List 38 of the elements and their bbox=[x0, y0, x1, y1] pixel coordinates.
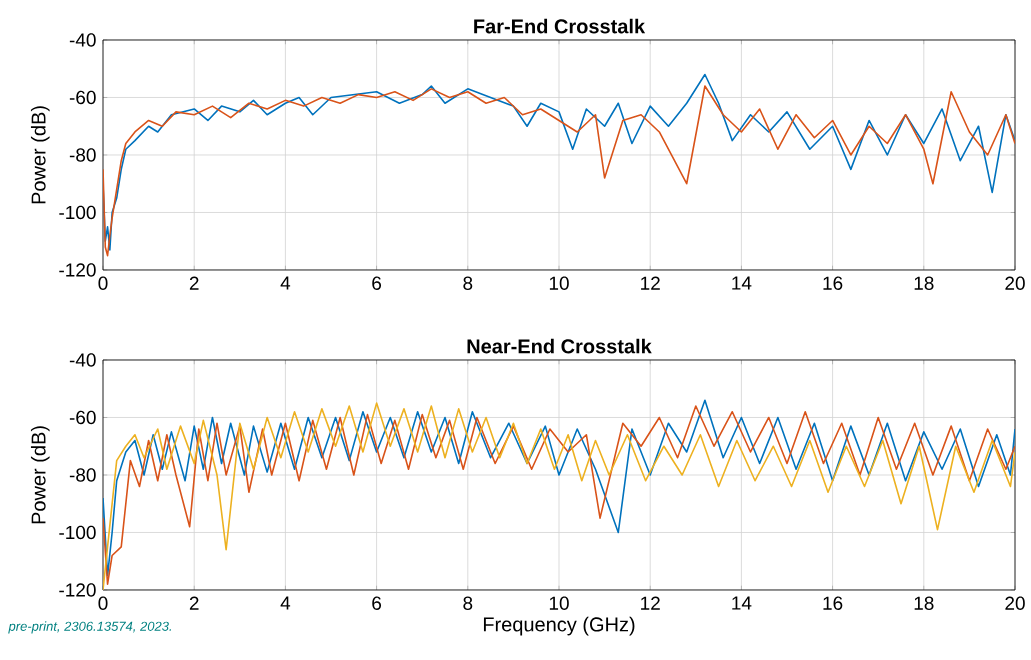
x-tick-label: 12 bbox=[641, 596, 660, 610]
chart-title: Far-End Crosstalk bbox=[474, 18, 646, 34]
y-tick-label: -80 bbox=[69, 148, 96, 162]
y-tick-label: -120 bbox=[59, 583, 96, 597]
x-tick-label: 18 bbox=[914, 276, 934, 290]
x-tick-label: 6 bbox=[372, 276, 382, 290]
x-tick-label: 0 bbox=[98, 276, 108, 290]
x-tick-label: 14 bbox=[732, 596, 752, 610]
x-tick-label: 2 bbox=[189, 596, 199, 610]
x-tick-label: 20 bbox=[1005, 596, 1025, 610]
x-tick-label: 0 bbox=[98, 596, 108, 610]
y-tick-label: -60 bbox=[69, 90, 96, 105]
x-tick-label: 2 bbox=[189, 276, 199, 290]
x-tick-label: 14 bbox=[732, 276, 752, 290]
x-tick-label: 20 bbox=[1005, 276, 1025, 290]
x-tick-label: 6 bbox=[372, 596, 382, 610]
text: pre-print, 2306.13574, 2023. bbox=[8, 621, 171, 634]
x-axis-title: Frequency (GHz) bbox=[483, 616, 635, 636]
x-tick-label: 16 bbox=[823, 596, 843, 610]
y-axis-title: Power (dB) bbox=[30, 106, 50, 204]
y-tick-label: -80 bbox=[69, 468, 96, 482]
x-tick-label: 8 bbox=[463, 276, 473, 290]
x-tick-label: 10 bbox=[549, 596, 569, 610]
y-tick-label: -40 bbox=[69, 33, 96, 47]
y-tick-label: -100 bbox=[59, 525, 96, 540]
x-tick-label: 4 bbox=[280, 276, 291, 290]
chart-title: Near-End Crosstalk bbox=[467, 338, 652, 354]
y-tick-label: -100 bbox=[59, 205, 96, 220]
x-tick-label: 12 bbox=[641, 276, 660, 290]
y-tick-label: -120 bbox=[59, 263, 96, 277]
y-tick-label: -60 bbox=[69, 410, 96, 425]
x-tick-label: 10 bbox=[549, 276, 569, 290]
x-tick-label: 16 bbox=[823, 276, 843, 290]
y-tick-label: -40 bbox=[69, 353, 96, 367]
y-axis-title: Power (dB) bbox=[30, 426, 50, 524]
x-tick-label: 4 bbox=[280, 596, 291, 610]
x-tick-label: 18 bbox=[914, 596, 934, 610]
x-tick-label: 8 bbox=[463, 596, 473, 610]
